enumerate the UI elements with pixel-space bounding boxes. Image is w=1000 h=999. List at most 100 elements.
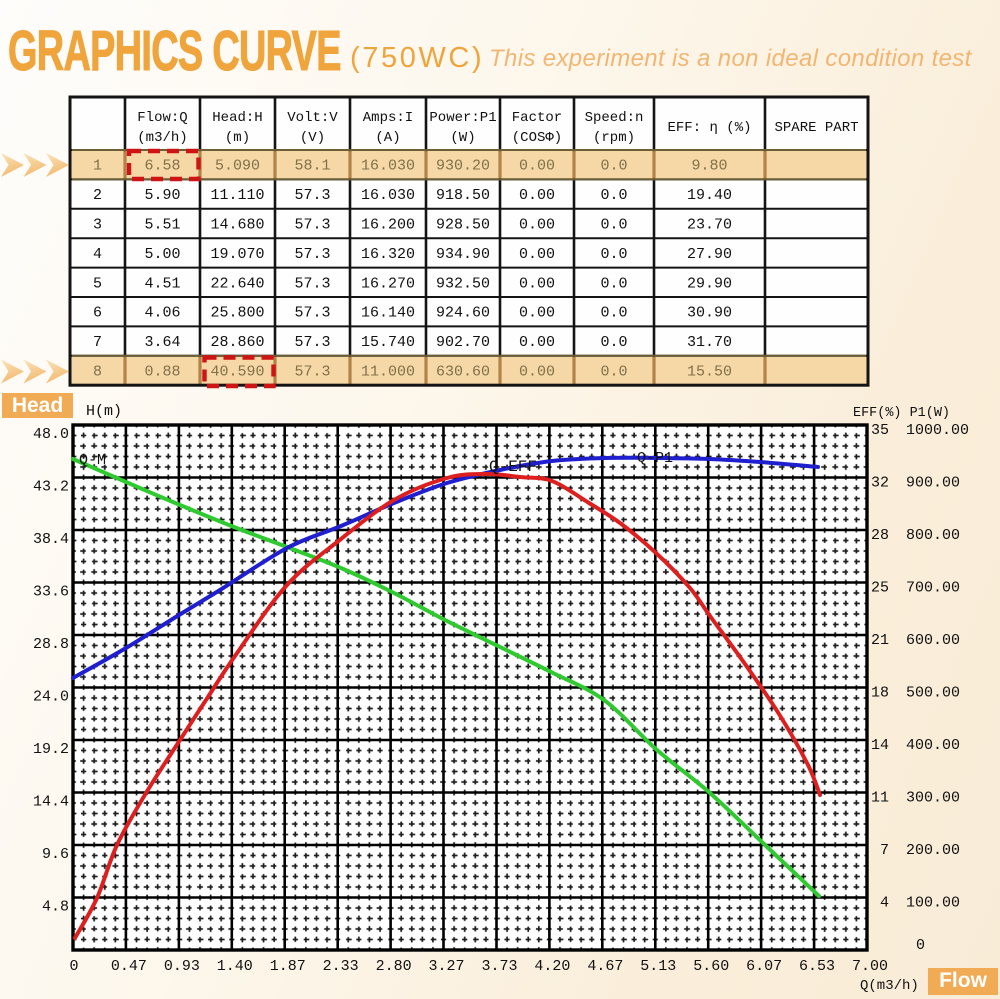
svg-text:0.0: 0.0	[600, 275, 627, 292]
svg-text:9.80: 9.80	[691, 158, 727, 175]
svg-text:7: 7	[880, 842, 889, 859]
svg-text:900.00: 900.00	[906, 475, 960, 492]
svg-text:(COSΦ): (COSΦ)	[512, 130, 562, 146]
svg-text:33.6: 33.6	[33, 584, 69, 601]
svg-text:16.030: 16.030	[361, 158, 415, 175]
svg-text:1.40: 1.40	[217, 958, 253, 975]
svg-text:14.680: 14.680	[210, 217, 264, 234]
svg-text:4: 4	[880, 895, 889, 912]
svg-text:57.3: 57.3	[294, 246, 330, 263]
svg-text:400.00: 400.00	[906, 737, 960, 754]
svg-text:29.90: 29.90	[687, 275, 732, 292]
svg-text:16.200: 16.200	[361, 217, 415, 234]
svg-text:0: 0	[69, 958, 78, 975]
svg-text:0.93: 0.93	[164, 958, 200, 975]
svg-text:30.90: 30.90	[687, 305, 732, 322]
svg-text:0.0: 0.0	[600, 334, 627, 351]
svg-text:Amps:I: Amps:I	[363, 110, 413, 126]
svg-text:5.51: 5.51	[144, 217, 180, 234]
svg-text:22.640: 22.640	[210, 275, 264, 292]
svg-text:(m3/h): (m3/h)	[137, 130, 187, 146]
svg-text:16.140: 16.140	[361, 305, 415, 322]
svg-text:Power:P1: Power:P1	[429, 110, 496, 126]
svg-text:300.00: 300.00	[906, 790, 960, 807]
svg-text:57.3: 57.3	[294, 217, 330, 234]
svg-text:2: 2	[93, 187, 102, 204]
svg-text:(m): (m)	[225, 130, 250, 146]
svg-text:4.51: 4.51	[144, 275, 180, 292]
svg-text:1000.00: 1000.00	[906, 422, 969, 439]
svg-text:57.3: 57.3	[294, 275, 330, 292]
svg-text:5.60: 5.60	[693, 958, 729, 975]
svg-text:19.40: 19.40	[687, 187, 732, 204]
svg-text:3.27: 3.27	[429, 958, 465, 975]
svg-text:19.070: 19.070	[210, 246, 264, 263]
svg-text:6: 6	[93, 305, 102, 322]
svg-text:21: 21	[871, 632, 889, 649]
svg-text:18: 18	[871, 685, 889, 702]
svg-text:0.0: 0.0	[600, 246, 627, 263]
svg-text:14.4: 14.4	[33, 794, 69, 811]
svg-text:934.90: 934.90	[436, 246, 490, 263]
svg-text:3.64: 3.64	[144, 334, 180, 351]
svg-text:5.90: 5.90	[144, 187, 180, 204]
svg-text:0.47: 0.47	[111, 958, 147, 975]
svg-text:1.87: 1.87	[270, 958, 306, 975]
svg-text:SPARE PART: SPARE PART	[774, 120, 858, 136]
svg-text:(W): (W)	[450, 130, 475, 146]
svg-text:0.00: 0.00	[519, 275, 555, 292]
svg-text:58.1: 58.1	[294, 158, 330, 175]
svg-text:Q-EFF: Q-EFF	[489, 458, 537, 476]
svg-text:(A): (A)	[375, 130, 400, 146]
svg-text:EFF: η (%): EFF: η (%)	[667, 120, 751, 136]
svg-text:7.00: 7.00	[852, 958, 888, 975]
svg-text:0.0: 0.0	[600, 305, 627, 322]
svg-text:9.6: 9.6	[42, 846, 69, 863]
svg-text:27.90: 27.90	[687, 246, 732, 263]
svg-text:200.00: 200.00	[906, 842, 960, 859]
svg-text:100.00: 100.00	[906, 895, 960, 912]
svg-text:19.2: 19.2	[33, 741, 69, 758]
svg-text:0.00: 0.00	[519, 334, 555, 351]
svg-text:500.00: 500.00	[906, 685, 960, 702]
svg-text:35: 35	[871, 422, 889, 439]
svg-text:Q-M: Q-M	[79, 452, 106, 469]
svg-text:25: 25	[871, 580, 889, 597]
svg-text:4.67: 4.67	[587, 958, 623, 975]
svg-text:902.70: 902.70	[436, 334, 490, 351]
svg-text:0.88: 0.88	[144, 364, 180, 381]
svg-text:16.270: 16.270	[361, 275, 415, 292]
svg-text:EFF(%) P1(W): EFF(%) P1(W)	[853, 405, 950, 421]
svg-text:28: 28	[871, 527, 889, 544]
svg-text:3.73: 3.73	[481, 958, 517, 975]
svg-text:(V): (V)	[300, 130, 325, 146]
svg-text:7: 7	[93, 334, 102, 351]
svg-text:Volt:V: Volt:V	[287, 110, 338, 126]
svg-text:932.50: 932.50	[436, 275, 490, 292]
svg-text:5.13: 5.13	[640, 958, 676, 975]
svg-text:918.50: 918.50	[436, 187, 490, 204]
svg-text:1: 1	[93, 158, 102, 175]
svg-text:57.3: 57.3	[294, 334, 330, 351]
svg-text:Head:H: Head:H	[212, 110, 262, 126]
svg-text:924.60: 924.60	[436, 305, 490, 322]
svg-text:16.320: 16.320	[361, 246, 415, 263]
svg-text:4.06: 4.06	[144, 305, 180, 322]
svg-text:6.53: 6.53	[799, 958, 835, 975]
svg-text:0.0: 0.0	[600, 187, 627, 204]
svg-text:25.800: 25.800	[210, 305, 264, 322]
svg-text:28.860: 28.860	[210, 334, 264, 351]
svg-text:0.0: 0.0	[600, 364, 627, 381]
svg-text:16.030: 16.030	[361, 187, 415, 204]
svg-text:Factor: Factor	[512, 110, 562, 126]
svg-text:57.3: 57.3	[294, 187, 330, 204]
svg-text:2.33: 2.33	[323, 958, 359, 975]
svg-text:11.000: 11.000	[361, 364, 415, 381]
svg-text:48.0: 48.0	[33, 426, 69, 443]
svg-text:0.00: 0.00	[519, 187, 555, 204]
svg-text:6.58: 6.58	[144, 158, 180, 175]
svg-text:0.0: 0.0	[600, 217, 627, 234]
svg-text:0.00: 0.00	[519, 217, 555, 234]
svg-text:Q-P1: Q-P1	[637, 450, 673, 467]
svg-text:15.740: 15.740	[361, 334, 415, 351]
